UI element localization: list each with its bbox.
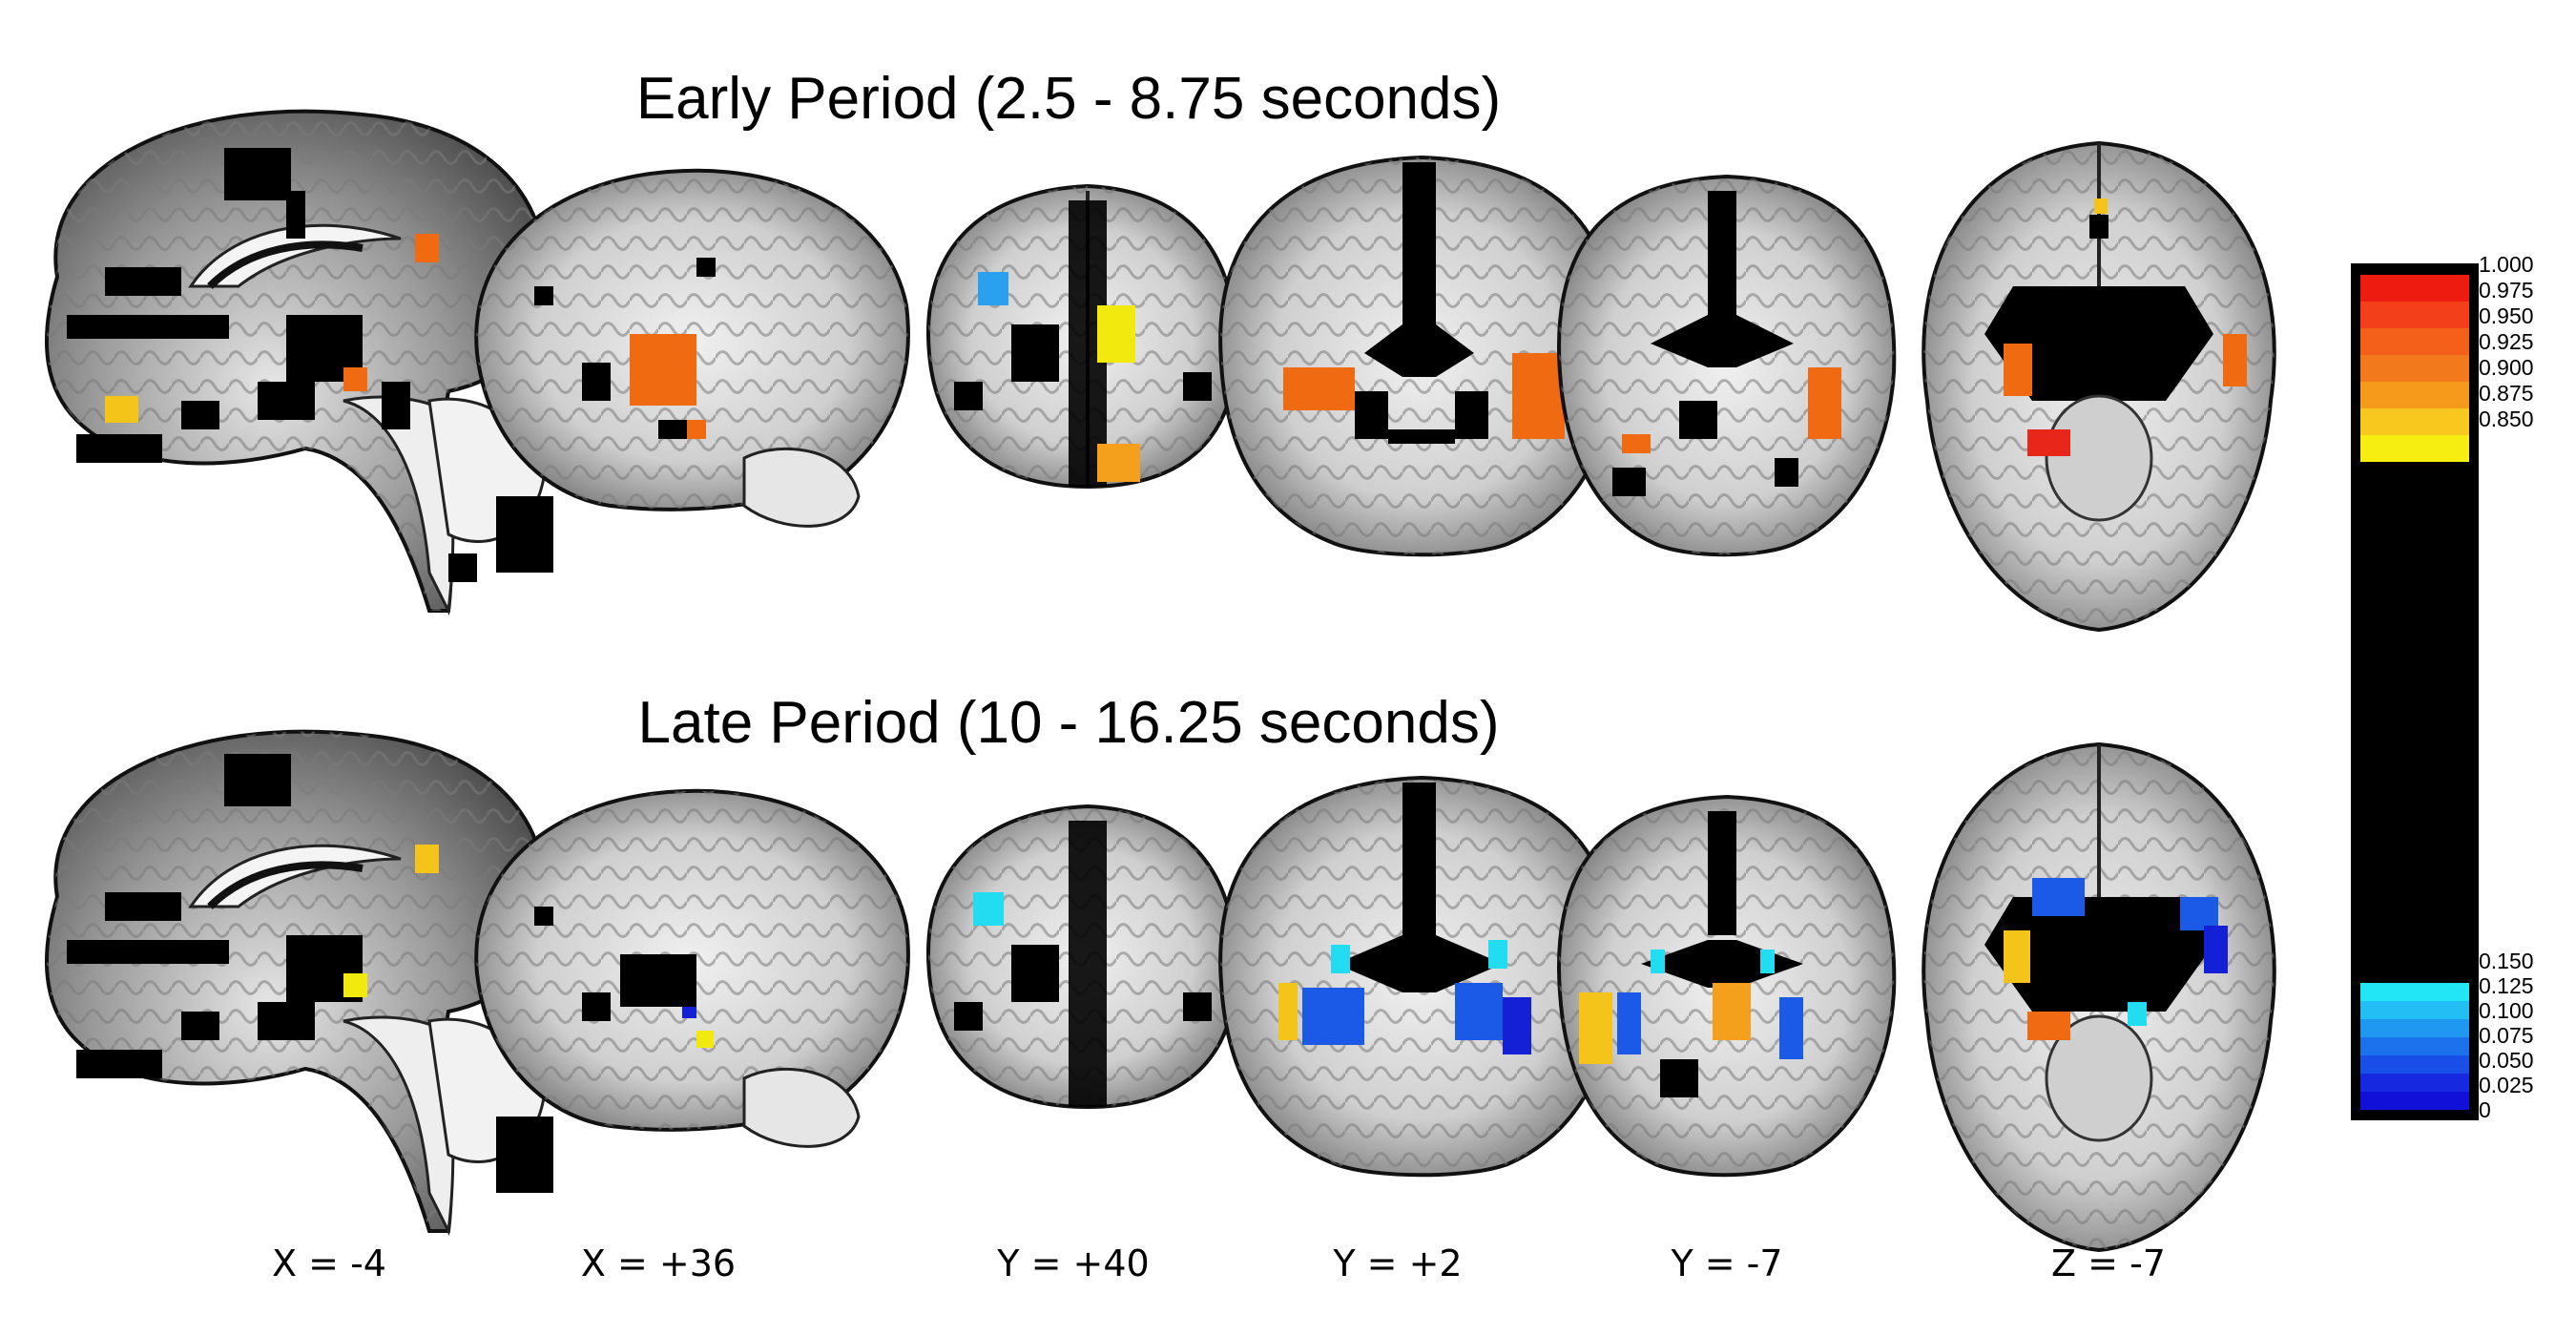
colorbar-low-segment xyxy=(2360,1019,2469,1037)
late-cor2-cyan-cluster-l xyxy=(1331,945,1350,973)
coord-label-sagittal-right: X = +36 xyxy=(580,1242,737,1284)
early-row-slices xyxy=(45,109,2276,633)
early-coronal-y-plus40 xyxy=(926,183,1238,490)
coord-label-coronal-anterior: Y = +40 xyxy=(997,1242,1150,1284)
late-coronal-y-plus2 xyxy=(1218,775,1620,1178)
early-axial-orange-cluster-l xyxy=(2004,344,2032,396)
early-coronal-y-plus2 xyxy=(1218,155,1620,557)
late-coronal-y-minus7 xyxy=(1557,794,1897,1178)
colorbar-tick-label: 1.000 xyxy=(2479,252,2534,277)
colorbar-low-segment xyxy=(2360,1055,2469,1074)
colorbar xyxy=(2351,263,2479,1120)
late-axial-orange-cluster xyxy=(2027,1012,2070,1040)
colorbar-tick-label: 0 xyxy=(2479,1097,2491,1122)
colorbar-tick-label: 0.150 xyxy=(2479,949,2534,973)
late-cor2-blue-cluster-r xyxy=(1455,983,1503,1040)
late-axial-blue-cluster-l xyxy=(2032,878,2085,916)
early-cor1-amber-cluster xyxy=(1097,444,1140,482)
colorbar-high-segment xyxy=(2360,275,2469,302)
colorbar-high-segment xyxy=(2360,408,2469,435)
late-cor3-blue-cluster-l xyxy=(1617,992,1641,1054)
late-axial-z-minus7 xyxy=(1922,741,2276,1253)
coord-label-sagittal-left: X = -4 xyxy=(272,1242,386,1284)
late-cor3-cyan-cluster-l xyxy=(1651,950,1665,973)
late-coronal-y-plus40 xyxy=(926,804,1238,1110)
colorbar-tick-label: 0.900 xyxy=(2479,355,2534,380)
early-cor3-orange-cluster-r xyxy=(1808,367,1841,439)
early-sag-gold-cluster xyxy=(105,396,138,423)
late-period-title: Late Period (10 - 16.25 seconds) xyxy=(637,690,1500,756)
colorbar-tick-label: 0.850 xyxy=(2479,407,2534,431)
colorbar-high-segment xyxy=(2360,435,2469,462)
early-sag-orange-cluster-2 xyxy=(343,367,367,391)
early-sagittal-x-minus4 xyxy=(45,109,553,616)
early-sag2-orange-cluster-2 xyxy=(687,420,706,439)
early-sag2-orange-cluster xyxy=(630,334,696,406)
early-axial-z-minus7 xyxy=(1922,140,2276,633)
colorbar-tick-label: 0.100 xyxy=(2479,998,2534,1023)
early-cor2-orange-cluster-l xyxy=(1283,367,1355,410)
late-sagittal-x-minus4 xyxy=(45,729,553,1237)
late-row-slices xyxy=(45,729,2276,1253)
late-cor3-cyan-cluster-r xyxy=(1760,950,1775,973)
colorbar-low-segment xyxy=(2360,1092,2469,1110)
early-cor2-orange-cluster-r xyxy=(1512,353,1565,439)
colorbar-low-segment xyxy=(2360,1074,2469,1092)
early-cor1-yellow-cluster xyxy=(1097,305,1135,363)
late-cor2-cyan-cluster-r xyxy=(1488,940,1507,969)
late-cor3-amber-cluster xyxy=(1713,983,1751,1040)
late-sag2-blue-cluster xyxy=(682,1007,696,1018)
early-axial-red-cluster xyxy=(2027,429,2070,456)
early-cor3-orange-cluster-l xyxy=(1622,434,1651,453)
late-sag-yellow-cluster xyxy=(343,973,367,997)
late-axial-cyan-cluster xyxy=(2128,1002,2147,1026)
late-cor1-cyan-cluster xyxy=(973,892,1004,926)
colorbar-tick-label: 0.025 xyxy=(2479,1073,2534,1097)
colorbar-tick-label: 0.125 xyxy=(2479,973,2534,998)
early-axial-orange-cluster-r xyxy=(2223,334,2247,386)
late-axial-blue-cluster-r xyxy=(2180,897,2218,930)
late-cor3-blue-cluster-r xyxy=(1779,997,1803,1059)
colorbar-high-segment xyxy=(2360,302,2469,328)
colorbar-high-segment xyxy=(2360,328,2469,355)
early-sag-orange-cluster-1 xyxy=(415,234,439,262)
late-cor2-gold-cluster xyxy=(1278,983,1298,1040)
colorbar-low-segment xyxy=(2360,1001,2469,1019)
coord-label-axial: Z = -7 xyxy=(2051,1242,2166,1284)
coord-label-coronal-posterior: Y = -7 xyxy=(1671,1242,1783,1284)
late-sag-gold-cluster xyxy=(415,845,439,873)
late-sag2-yellow-cluster xyxy=(696,1031,714,1048)
colorbar-high-segment xyxy=(2360,355,2469,382)
colorbar-high-segment xyxy=(2360,382,2469,408)
early-period-title: Early Period (2.5 - 8.75 seconds) xyxy=(635,66,1502,132)
late-cor2-darkblue-cluster xyxy=(1503,997,1531,1054)
colorbar-tick-label: 0.050 xyxy=(2479,1048,2534,1073)
late-axial-darkblue-cluster xyxy=(2204,926,2228,973)
colorbar-tick-label: 0.075 xyxy=(2479,1023,2534,1048)
early-axial-gold-cluster xyxy=(2094,198,2108,214)
late-cor2-blue-cluster-l xyxy=(1302,988,1364,1045)
colorbar-low-segment xyxy=(2360,1037,2469,1055)
late-sagittal-x-plus36 xyxy=(474,788,910,1148)
early-coronal-y-minus7 xyxy=(1557,174,1897,557)
colorbar-low-segment xyxy=(2360,983,2469,1001)
colorbar-tick-label: 0.975 xyxy=(2479,278,2534,303)
colorbar-tick-label: 0.950 xyxy=(2479,303,2534,328)
colorbar-tick-label: 0.875 xyxy=(2479,381,2534,406)
early-sagittal-x-plus36 xyxy=(474,168,910,528)
early-cor1-lightblue-cluster xyxy=(978,272,1008,305)
colorbar-high-segments xyxy=(2360,275,2469,462)
late-cor3-gold-cluster xyxy=(1579,992,1612,1064)
late-axial-gold-cluster xyxy=(2004,930,2030,983)
coord-label-coronal-middle: Y = +2 xyxy=(1333,1242,1463,1284)
colorbar-low-segments xyxy=(2360,983,2469,1110)
colorbar-tick-label: 0.925 xyxy=(2479,329,2534,354)
